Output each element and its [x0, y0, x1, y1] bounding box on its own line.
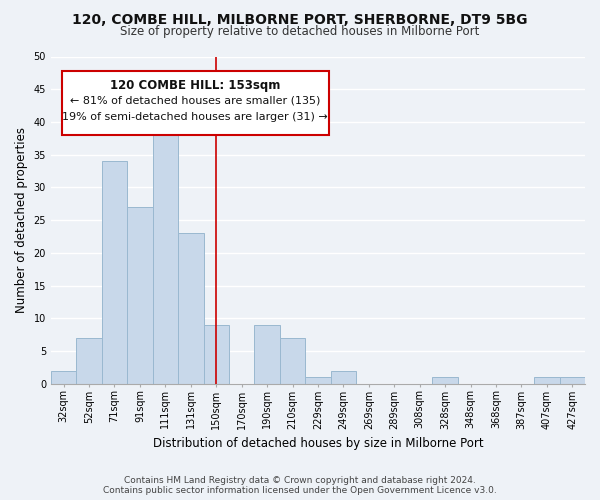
Bar: [76, 338, 102, 384]
Bar: [433, 377, 458, 384]
Bar: [152, 116, 178, 384]
Bar: [203, 325, 229, 384]
Bar: [102, 161, 127, 384]
Text: 120, COMBE HILL, MILBORNE PORT, SHERBORNE, DT9 5BG: 120, COMBE HILL, MILBORNE PORT, SHERBORN…: [72, 12, 528, 26]
Bar: [560, 377, 585, 384]
Bar: [305, 377, 331, 384]
Text: Contains HM Land Registry data © Crown copyright and database right 2024.
Contai: Contains HM Land Registry data © Crown c…: [103, 476, 497, 495]
Bar: [331, 370, 356, 384]
Bar: [51, 370, 76, 384]
Bar: [254, 325, 280, 384]
Text: Size of property relative to detached houses in Milborne Port: Size of property relative to detached ho…: [121, 25, 479, 38]
Text: 120 COMBE HILL: 153sqm: 120 COMBE HILL: 153sqm: [110, 80, 280, 92]
Y-axis label: Number of detached properties: Number of detached properties: [15, 127, 28, 313]
FancyBboxPatch shape: [62, 71, 329, 135]
Bar: [127, 207, 152, 384]
Bar: [534, 377, 560, 384]
Bar: [178, 233, 203, 384]
Bar: [280, 338, 305, 384]
Text: 19% of semi-detached houses are larger (31) →: 19% of semi-detached houses are larger (…: [62, 112, 328, 122]
Text: ← 81% of detached houses are smaller (135): ← 81% of detached houses are smaller (13…: [70, 96, 320, 106]
X-axis label: Distribution of detached houses by size in Milborne Port: Distribution of detached houses by size …: [152, 437, 483, 450]
